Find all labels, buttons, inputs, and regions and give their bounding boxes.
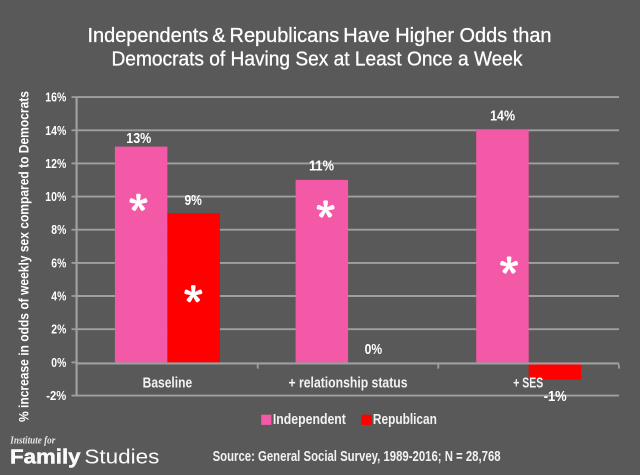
svg-text:+ SES: + SES — [513, 375, 543, 392]
svg-text:0%: 0% — [51, 356, 66, 370]
svg-text:Studies: Studies — [84, 447, 159, 469]
svg-text:12%: 12% — [45, 157, 66, 171]
svg-text:% increase in odds of weekly s: % increase in odds of weekly sex compare… — [16, 91, 32, 422]
svg-text:-2%: -2% — [46, 389, 66, 403]
svg-text:2%: 2% — [51, 323, 66, 337]
svg-text:4%: 4% — [51, 290, 66, 304]
svg-text:13%: 13% — [126, 131, 151, 147]
svg-text:8%: 8% — [51, 223, 66, 237]
svg-text:16%: 16% — [45, 91, 66, 105]
svg-text:14%: 14% — [45, 124, 66, 138]
svg-text:Source: General Social Survey,: Source: General Social Survey, 1989-2016… — [213, 449, 501, 465]
svg-text:6%: 6% — [51, 256, 66, 270]
svg-text:9%: 9% — [184, 193, 202, 209]
svg-text:+ relationship status: + relationship status — [289, 375, 408, 392]
svg-text:10%: 10% — [45, 190, 66, 204]
svg-text:Institute for: Institute for — [9, 434, 55, 446]
svg-text:Democrats of Having Sex at Lea: Democrats of Having Sex at Least Once a … — [112, 48, 524, 70]
svg-text:Baseline: Baseline — [143, 375, 193, 392]
svg-text:Independents & Republicans Hav: Independents & Republicans Have Higher O… — [88, 25, 552, 47]
svg-text:11%: 11% — [309, 158, 334, 174]
svg-text:14%: 14% — [490, 108, 515, 124]
svg-text:-1%: -1% — [544, 389, 567, 405]
svg-text:0%: 0% — [365, 342, 383, 358]
svg-text:Family: Family — [10, 447, 81, 469]
svg-text:Independent: Independent — [273, 411, 346, 428]
svg-text:Republican: Republican — [373, 411, 437, 428]
